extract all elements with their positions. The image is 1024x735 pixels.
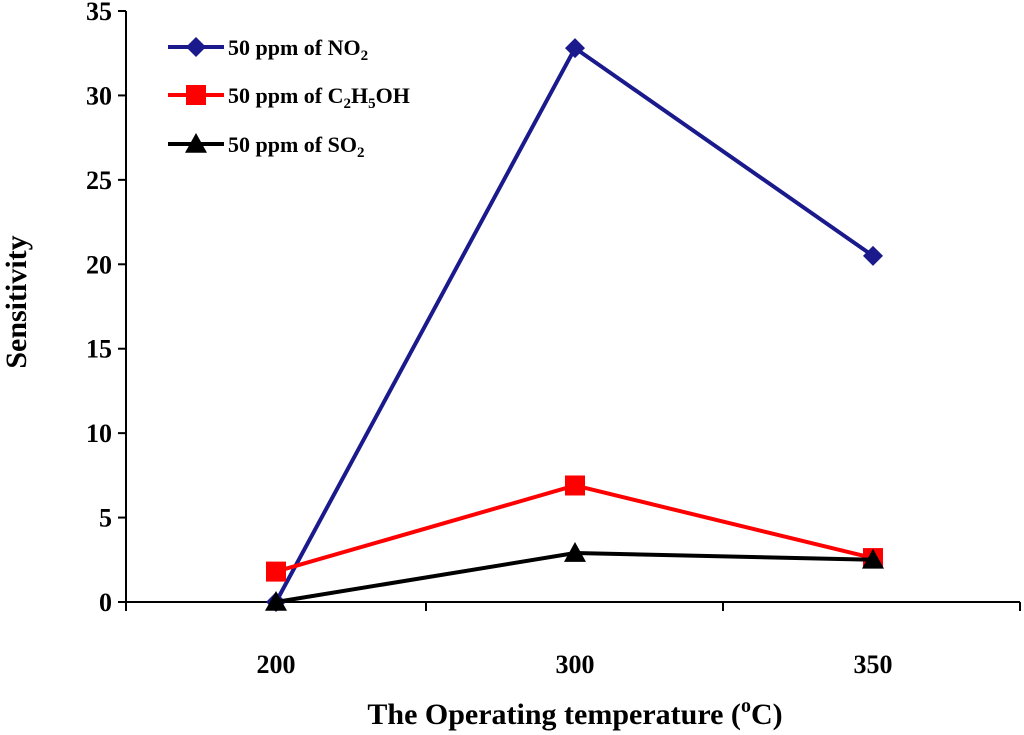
legend-item: 50 ppm of SO2​ [168,132,364,161]
y-axis-title: Sensitivity [0,235,33,368]
y-tick-label: 35 [86,0,112,26]
x-tick-label: 300 [556,650,595,679]
legend-label: 50 ppm of NO2​ [228,35,368,64]
y-tick-label: 5 [99,504,112,533]
series-2 [266,475,883,582]
x-axis-ticks: 200 300 350 [125,602,1021,679]
data-point [862,548,884,569]
legend-label: 50 ppm of C2​H5​OH [228,83,410,112]
legend-item: 50 ppm of NO2​ [168,35,368,64]
data-point [863,245,883,266]
y-axis-ticks: 0 5 10 15 20 25 30 35 [86,0,126,617]
y-tick-label: 10 [86,419,112,448]
y-tick-label: 25 [86,166,112,195]
data-point [564,542,586,562]
data-point [565,38,585,59]
series-line [274,45,875,603]
x-tick-label: 200 [257,650,296,679]
y-tick-label: 15 [86,335,112,364]
legend-marker [186,85,206,105]
x-axis-title: The Operating temperature (oC) [367,695,782,731]
x-tick-label: 350 [854,650,893,679]
legend: 50 ppm of NO2​ 50 ppm of C2​H5​OH 50 ppm o… [168,35,410,161]
y-tick-label: 0 [99,588,112,617]
y-tick-label: 20 [86,250,112,279]
legend-marker [186,37,206,57]
series-layer [265,38,884,612]
series-3 [265,542,884,611]
legend-marker [185,133,207,153]
data-point [265,591,287,611]
legend-item: 50 ppm of C2​H5​OH [168,83,410,112]
data-point [565,475,585,496]
data-point [266,561,286,582]
series-1 [266,38,883,612]
legend-label: 50 ppm of SO2​ [228,132,364,161]
y-tick-label: 30 [86,81,112,110]
